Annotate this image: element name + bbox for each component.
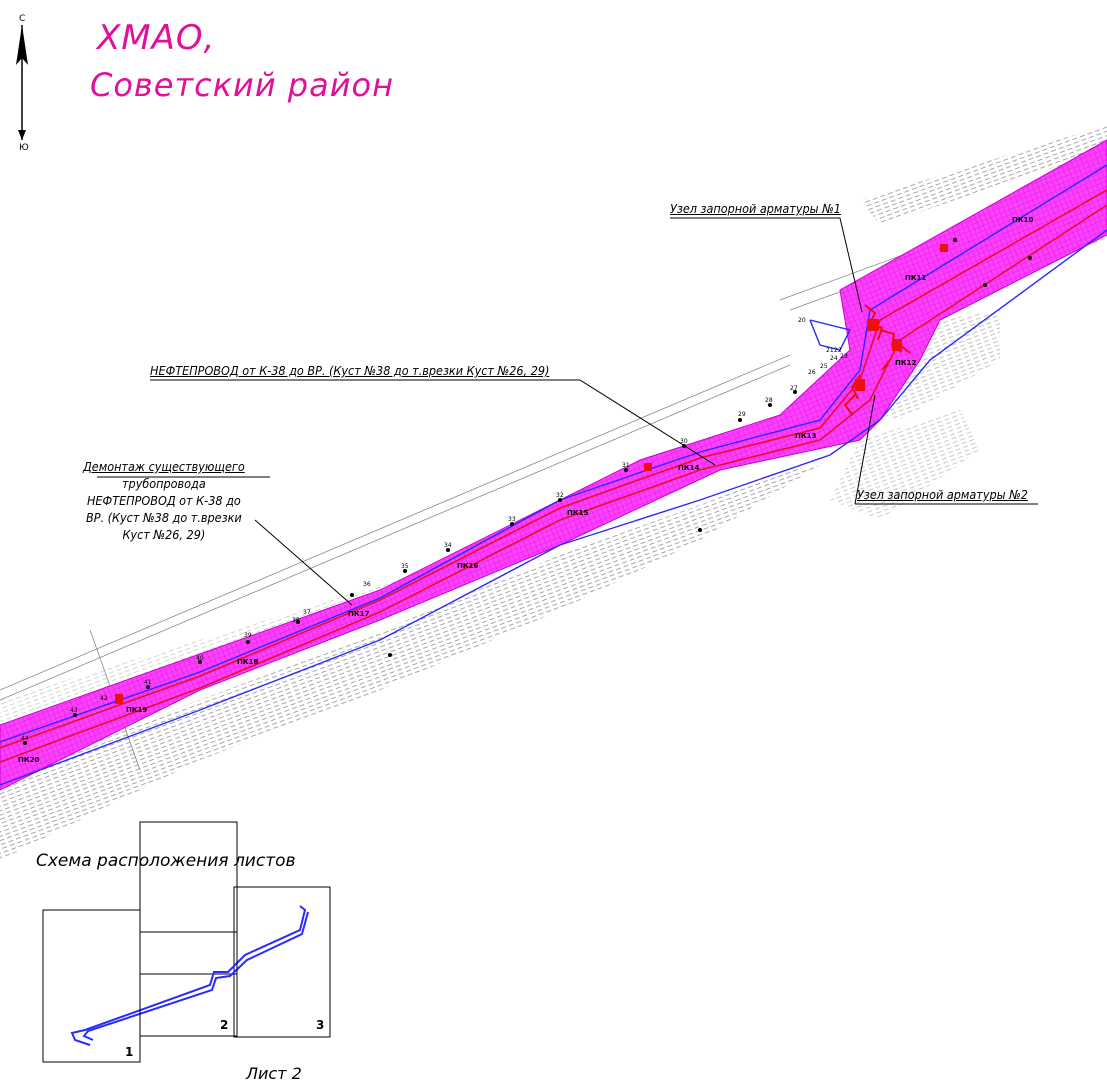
point-label: 38 <box>292 617 300 624</box>
point-label: 31 <box>622 462 630 469</box>
point-label: 40 <box>196 655 204 662</box>
callout-leaders <box>97 217 1038 606</box>
picket-label: ПК20 <box>18 756 39 764</box>
valve-node-1-symbols <box>864 304 911 371</box>
pipeline-blue-lines <box>0 164 1107 786</box>
survey-points <box>23 238 1032 745</box>
point-label: 39 <box>244 632 252 639</box>
point-label: 26 <box>808 369 816 376</box>
point-label: 30 <box>680 438 688 445</box>
valve-node-2-symbols <box>843 374 865 416</box>
dismantling-callout: Демонтаж существующего трубопровода НЕФТ… <box>83 458 245 543</box>
picket-label: ПК10 <box>1012 216 1033 224</box>
point-label: 25 <box>820 363 828 370</box>
picket-label: ПК18 <box>237 658 258 666</box>
pipeline-callout: НЕФТЕПРОВОД от К-38 до ВР. (Куст №38 до … <box>150 363 550 378</box>
point-label: 42 <box>100 695 108 702</box>
dismantling-line: трубопровода <box>122 476 206 491</box>
picket-label: ПК19 <box>126 706 147 714</box>
picket-label: ПК14 <box>678 464 699 472</box>
dismantling-line: НЕФТЕПРОВОД от К-38 до <box>86 493 241 508</box>
valve-markers <box>115 244 948 704</box>
point-label: 22 <box>834 347 842 354</box>
point-label: 20 <box>798 317 806 324</box>
compass-south-label: Ю <box>19 143 29 153</box>
point-label: 32 <box>556 492 564 499</box>
point-label: 33 <box>508 516 516 523</box>
picket-label: ПК16 <box>457 562 478 570</box>
valve-node-2-callout: Узел запорной арматуры №2 <box>857 487 1028 502</box>
point-label: 28 <box>765 397 773 404</box>
district-title: Советский район <box>90 66 395 104</box>
point-label: 21 <box>826 347 834 354</box>
point-label: 44 <box>21 735 29 742</box>
point-label: 27 <box>790 385 798 392</box>
point-label: 29 <box>738 411 746 418</box>
picket-label: ПК12 <box>895 359 916 367</box>
sheet-number: 2 <box>220 1018 229 1032</box>
point-label: 43 <box>70 707 78 714</box>
dismantling-line: Куст №26, 29) <box>122 527 206 542</box>
picket-label: ПК11 <box>905 274 926 282</box>
sheet-frame-2 <box>139 821 238 975</box>
picket-label: ПК13 <box>795 432 816 440</box>
schema-title: Схема расположения листов <box>36 851 296 871</box>
compass-north-label: С <box>19 14 26 24</box>
picket-labels: ПК10 ПК11 ПК12 ПК13 ПК14 ПК15 ПК16 ПК17 … <box>18 216 1033 764</box>
point-label: 41 <box>144 679 152 686</box>
dismantling-line: Демонтаж существующего <box>83 459 245 474</box>
point-number-labels: 20 21 22 23 24 25 26 27 28 29 30 31 32 3… <box>21 317 848 742</box>
schema-route-line <box>70 905 309 1046</box>
point-label: 35 <box>401 563 409 570</box>
sheet-number: 3 <box>316 1018 325 1032</box>
point-label: 34 <box>444 542 452 549</box>
pipeline-corridor <box>0 139 1107 791</box>
region-title: ХМАО, <box>97 18 216 58</box>
picket-label: ПК15 <box>567 509 588 517</box>
point-label: 37 <box>303 609 311 616</box>
point-label: 23 <box>840 353 848 360</box>
sheet-frame-3 <box>233 886 331 1038</box>
north-arrow-icon <box>16 25 28 140</box>
current-sheet-label: Лист 2 <box>246 1064 302 1083</box>
point-label: 36 <box>363 581 371 588</box>
dismantling-line: ВР. (Куст №38 до т.врезки <box>86 510 242 525</box>
picket-label: ПК17 <box>348 610 369 618</box>
sheet-number: 1 <box>125 1045 134 1059</box>
point-label: 24 <box>830 355 838 362</box>
valve-node-1-callout: Узел запорной арматуры №1 <box>670 201 841 216</box>
